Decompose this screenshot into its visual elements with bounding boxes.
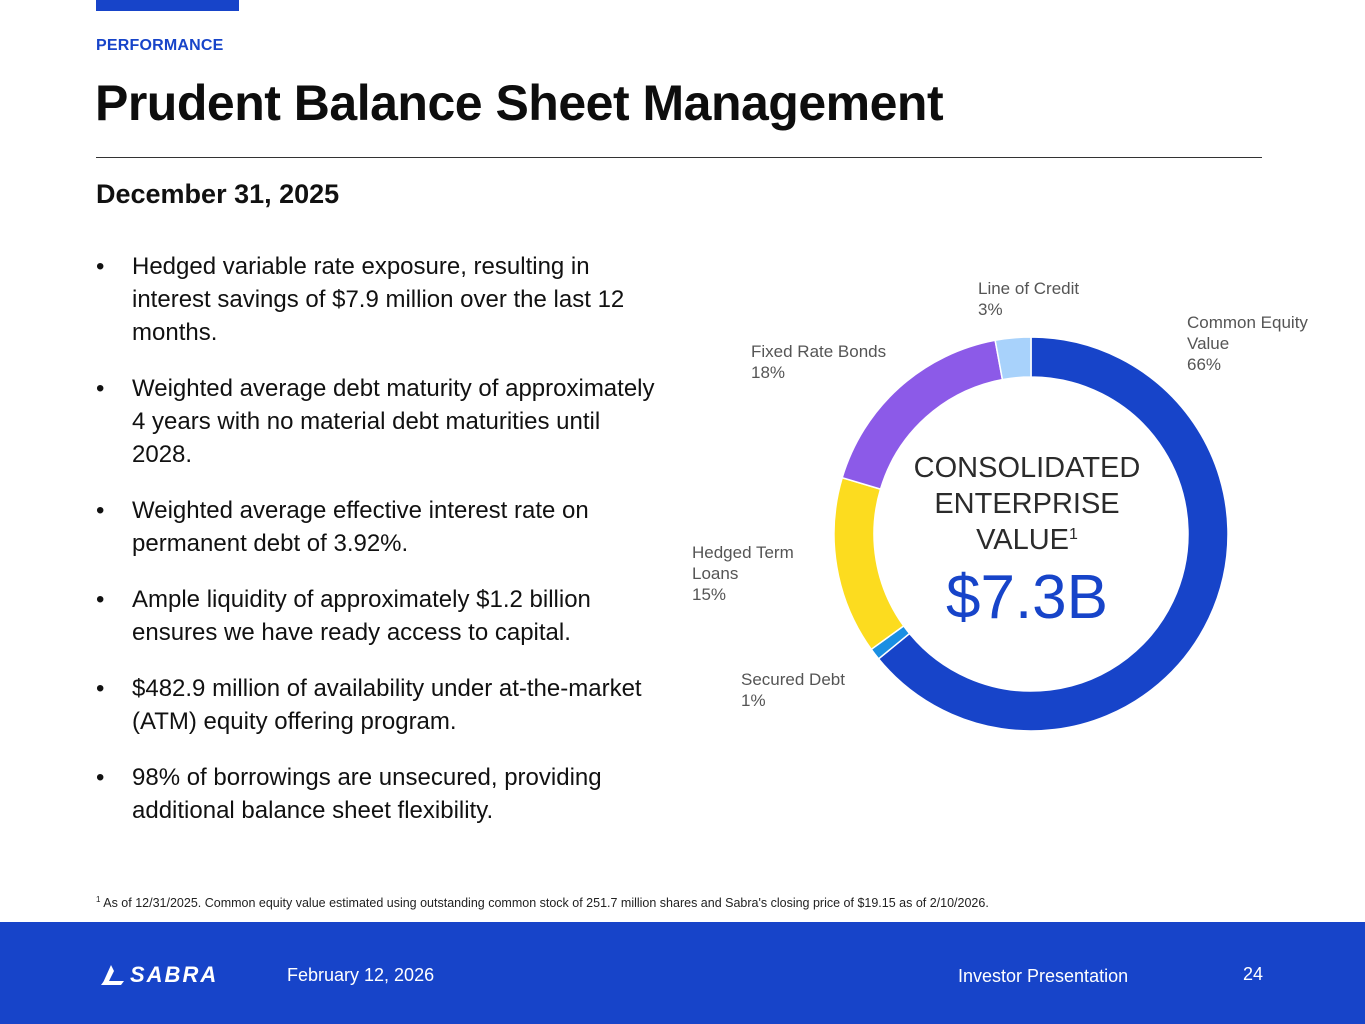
bullet-marker: • [96,586,105,613]
bullet-marker: • [96,375,105,402]
slice-label-hedged-term-loans: Hedged Term Loans 15% [692,543,794,604]
bullet-text: 98% of borrowings are unsecured, providi… [132,764,602,824]
center-title-line: VALUE1 [976,524,1078,556]
bullet-marker: • [96,764,105,791]
top-accent-bar [96,0,239,11]
center-title-line: CONSOLIDATED [914,452,1141,484]
footnote: 1 As of 12/31/2025. Common equity value … [96,895,989,910]
page-title: Prudent Balance Sheet Management [95,75,944,131]
slice-label-secured-debt: Secured Debt 1% [741,670,845,710]
slice-common-equity-value [877,336,1229,732]
bullet-marker: • [96,497,105,524]
center-total-value: $7.3B [946,563,1108,632]
logo-text: SABRA [130,962,219,987]
bullet-text: Weighted average effective interest rate… [132,497,589,557]
bullet-list: • Hedged variable rate exposure, resultin… [96,250,661,850]
page-number: 24 [1243,964,1264,984]
sabra-logo: SABRA [100,962,218,988]
footer-title: Investor Presentation [958,966,1129,986]
donut-chart-svg: Common Equity Value 66% Secured Debt 1% Hedge… [692,279,1308,732]
bullet-item: • $482.9 million of availability under at… [96,672,661,738]
bullet-item: • Ample liquidity of approximately $1.2 b… [96,583,661,649]
title-divider [96,157,1262,158]
sabra-logo-icon [101,965,124,985]
bullet-text: Hedged variable rate exposure, resulting… [132,253,625,346]
section-label: PERFORMANCE [96,37,224,54]
date-heading: December 31, 2025 [96,179,340,209]
slice-label-line-of-credit: Line of Credit 3% [978,279,1079,319]
footnote-text: As of 12/31/2025. Common equity value es… [103,896,989,911]
bullet-marker: • [96,253,105,280]
bullet-text: Weighted average debt maturity of approx… [132,375,655,468]
slice-label-fixed-rate-bonds: Fixed Rate Bonds 18% [751,342,886,382]
enterprise-value-chart: Common Equity Value 66% Secured Debt 1% Hedge… [680,240,1365,800]
bullet-item: • 98% of borrowings are unsecured, provid… [96,761,661,827]
bullet-text: Ample liquidity of approximately $1.2 bi… [132,586,591,646]
bullet-item: • Hedged variable rate exposure, resultin… [96,250,661,349]
bullet-item: • Weighted average effective interest rat… [96,494,661,560]
slice-line-of-credit [994,336,1032,381]
bullet-item: • Weighted average debt maturity of appro… [96,372,661,471]
footer: SABRA February 12, 2026 Investor Present… [0,922,1365,1024]
bullet-text: $482.9 million of availability under at-… [132,675,642,735]
slice-hedged-term-loans [833,476,905,651]
slice-label-common-equity-value: Common Equity Value 66% [1187,313,1308,374]
footnote-marker: 1 [96,895,101,904]
footer-date: February 12, 2026 [287,965,435,985]
bullet-marker: • [96,675,105,702]
center-title-line: ENTERPRISE [934,488,1119,520]
